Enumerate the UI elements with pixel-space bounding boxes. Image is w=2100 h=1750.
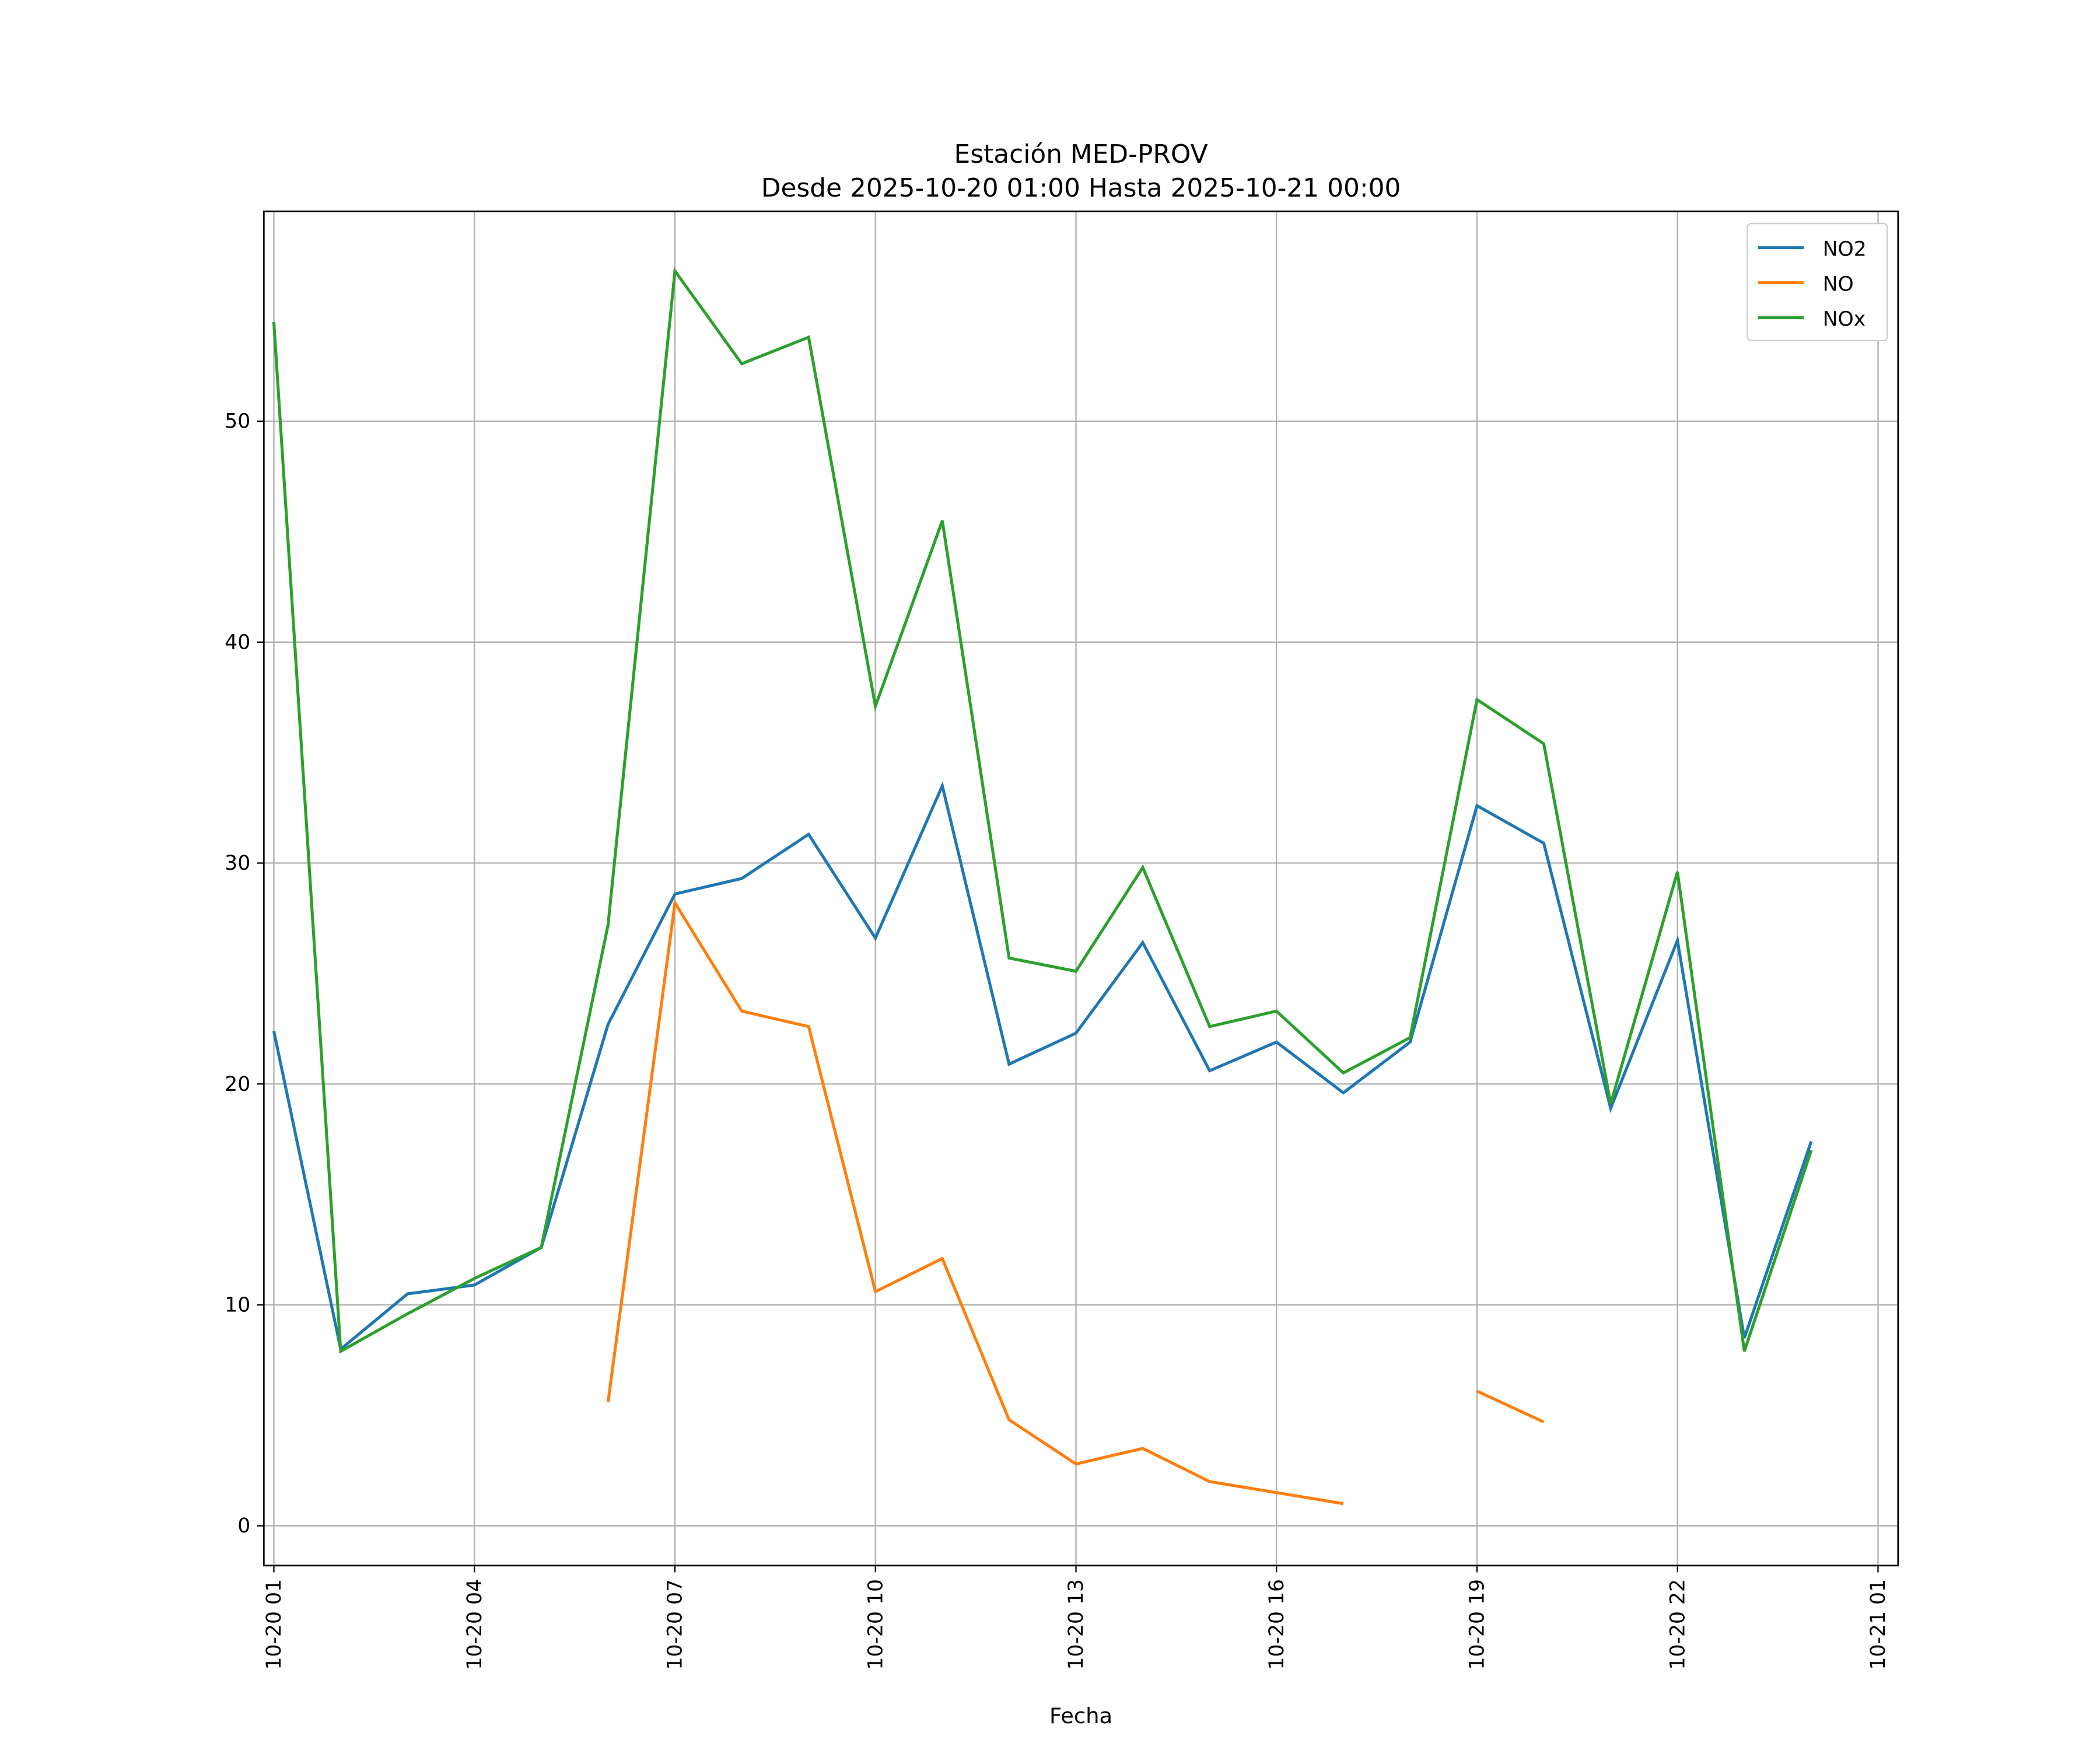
x-tick-label: 10-20 01 xyxy=(262,1579,286,1670)
x-axis-label: Fecha xyxy=(1049,1703,1112,1728)
y-tick-label: 0 xyxy=(237,1514,250,1538)
x-tick-label: 10-21 01 xyxy=(1867,1579,1890,1670)
series-lines xyxy=(272,267,1813,1506)
x-tick-label: 10-20 22 xyxy=(1666,1579,1689,1670)
chart-subtitle: Desde 2025-10-20 01:00 Hasta 2025-10-21 … xyxy=(761,173,1401,203)
plot-frame xyxy=(262,210,1899,1567)
x-tick-label: 10-20 19 xyxy=(1466,1579,1489,1670)
y-tick-label: 50 xyxy=(225,410,250,433)
chart-title: Estación MED-PROV xyxy=(954,139,1208,169)
series-line-nox xyxy=(272,267,1813,1354)
x-tick-label: 10-20 10 xyxy=(864,1579,887,1670)
x-tick-label: 10-20 16 xyxy=(1265,1579,1289,1670)
grid xyxy=(264,211,1898,1566)
legend-label: NO2 xyxy=(1823,237,1867,261)
legend: NO2 NO NOx xyxy=(1746,222,1888,341)
series-line-no xyxy=(1476,1390,1545,1423)
legend-box xyxy=(1746,222,1888,341)
ticks: 0 10 20 30 40 50 10-20 01 10-20 04 10-20 07 10-20… xyxy=(225,410,1890,1670)
x-tick-label: 10-20 13 xyxy=(1065,1579,1088,1670)
x-tick-label: 10-20 07 xyxy=(664,1579,687,1670)
y-tick-label: 10 xyxy=(225,1293,250,1317)
legend-label: NO xyxy=(1823,272,1854,296)
y-tick-label: 30 xyxy=(225,852,250,875)
series-line-no xyxy=(606,898,1344,1506)
y-tick-label: 20 xyxy=(225,1073,250,1096)
x-tick-label: 10-20 04 xyxy=(463,1579,487,1670)
y-tick-label: 40 xyxy=(225,631,250,654)
legend-label: NOx xyxy=(1823,307,1866,331)
